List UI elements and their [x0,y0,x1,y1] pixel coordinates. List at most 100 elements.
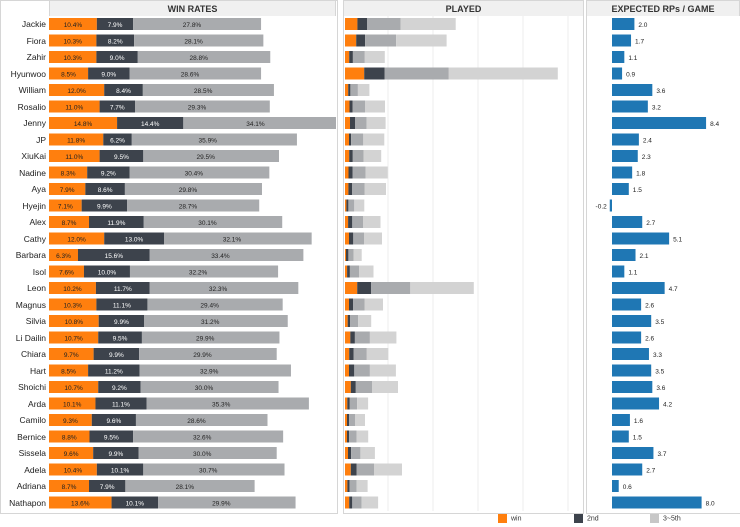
played-bar-segment [345,298,349,311]
expected-rp-data-label: 3.7 [657,451,666,458]
win-rate-bar-segment [139,364,291,377]
expected-rp-panel [586,0,740,514]
played-bar-segment [345,51,350,63]
played-bar-segment [349,51,353,63]
win-rate-data-label: 7.9% [60,187,75,194]
played-bar-segment [352,51,365,63]
win-rate-bar-segment [149,249,304,261]
win-rate-bar-segment [49,414,92,426]
row-label: Jackie [21,19,46,29]
win-rate-bar-segment [49,447,94,459]
win-rate-bar-segment [81,199,128,212]
win-rate-data-label: 12.0% [67,88,86,95]
expected-rp-bar [612,51,625,63]
row-label: Hyejin [22,200,46,211]
win-rate-data-label: 10.3% [63,55,82,62]
win-rate-bar-segment [146,397,309,410]
row-label: Alex [29,217,46,227]
played-bar-segment [345,249,346,261]
win-rate-bar-segment [49,298,97,311]
played-bar-segment [364,51,385,63]
win-rate-bar-segment [49,480,90,492]
win-rate-data-label: 28.8% [190,55,209,62]
played-bar-segment [366,117,386,129]
win-rate-bar-segment [164,232,312,245]
win-rate-bar-segment [89,480,126,492]
win-rate-bar-segment [49,18,97,30]
expected-rp-data-label: 2.0 [638,22,647,29]
win-rate-bar-segment [49,496,112,509]
played-bar-segment [349,364,355,377]
played-bar-segment [351,133,364,146]
played-panel [343,0,584,514]
played-bar-segment [348,199,355,212]
row-label: Adela [24,464,46,475]
expected-rp-data-label: 1.6 [634,418,643,425]
expected-rp-bar [612,216,643,228]
win-rate-bar-segment [88,67,130,80]
expected-rp-chart: 2.0 1.7 1.1 0.9 3.6 3.2 8.4 2.4 2.3 1.8 1.5 -0.2 2.7… [596,18,720,509]
played-bar-segment [345,150,350,162]
win-rate-data-label: 27.8% [183,22,202,29]
played-bar-segment [348,84,351,96]
row-label: Magnus [15,299,46,310]
win-rate-data-label: 9.3% [63,418,78,425]
played-bar-segment [365,166,388,179]
win-rate-bar-segment [49,331,99,344]
row-label: Silvia [25,316,46,326]
row-label: Fiora [26,35,46,46]
played-bar-segment [355,381,372,393]
played-bar-segment [374,463,402,476]
played-bar-segment [372,381,398,393]
win-rate-data-label: 8.5% [61,72,76,79]
win-rate-data-label: 14.4% [141,121,160,128]
win-rate-bar-segment [98,331,142,344]
played-bar-segment [347,480,350,492]
played-bar-segment [350,381,356,393]
win-rate-bar-segment [87,166,130,179]
expected-rp-bar [612,183,629,195]
win-rate-data-label: 11.7% [114,286,132,293]
played-bar-segment [349,496,353,509]
win-rate-bar-segment [111,496,159,509]
win-rate-bar-segment [125,480,255,492]
played-bar-segment [347,265,350,278]
win-rate-bar-segment [144,315,288,327]
row-label: Bernice [17,431,46,442]
expected-rp-bar [612,381,653,393]
win-rate-data-label: 9.2% [101,171,116,178]
win-rate-bar-segment [104,84,143,96]
expected-rp-bar [612,496,702,509]
expected-rp-bar [612,150,638,162]
win-rate-bar-segment [88,364,140,377]
win-rate-bar-segment [49,150,100,162]
expected-rp-data-label: 2.7 [646,468,655,475]
win-rate-bar-segment [96,298,148,311]
row-label: JP [36,134,46,145]
played-bar-segment [349,397,358,410]
win-rate-data-label: 32.1% [223,237,242,244]
win-rate-data-label: 9.2% [112,385,127,392]
win-rate-data-label: 9.9% [97,204,112,211]
win-rate-data-label: 34.1% [246,121,265,128]
played-bar-segment [360,447,375,459]
row-label: Chiara [20,349,46,359]
win-rate-data-label: 10.2% [63,286,82,293]
win-rate-data-label: 29.9% [212,501,231,508]
win-rate-bar-segment [49,397,96,410]
played-bar-segment [384,67,449,80]
win-rate-data-label: 10.4% [64,22,83,29]
win-rate-bar-segment [49,381,99,393]
played-bar-segment [348,447,352,459]
played-bar-segment [345,364,349,377]
win-rate-bar-segment [89,216,144,228]
expected-rp-data-label: 1.8 [636,171,645,178]
win-rate-data-label: 9.9% [114,319,129,326]
played-bar-segment [345,117,350,129]
win-rate-bar-segment [93,348,140,360]
win-rate-data-label: 10.8% [65,319,84,326]
win-rate-data-label: 29.4% [200,303,219,310]
played-bar-segment [354,199,365,212]
row-label: Nathapon [9,497,46,508]
win-rate-data-label: 30.0% [193,451,212,458]
